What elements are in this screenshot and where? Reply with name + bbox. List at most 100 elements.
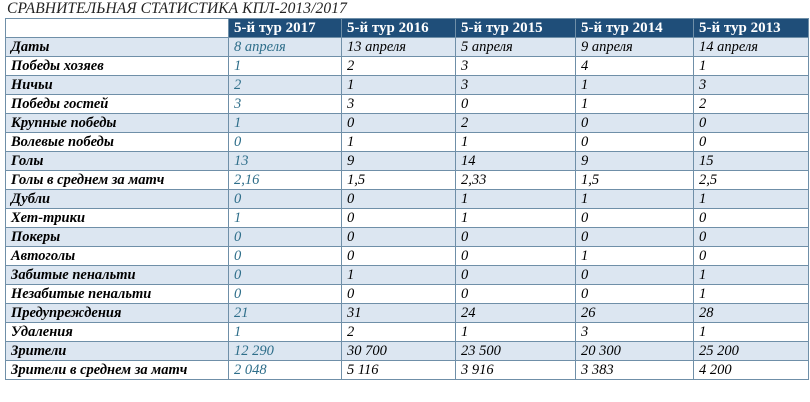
row-label: Даты: [5, 37, 229, 57]
table-cell: 0: [341, 284, 456, 304]
table-cell: 0: [575, 227, 694, 247]
table-cell: 3 383: [575, 360, 694, 380]
table-cell: 3: [455, 56, 576, 76]
table-row: Победы хозяев 1 2 3 4 1: [5, 56, 809, 76]
table-cell: 0: [228, 246, 342, 266]
table-row: Голы 13 9 14 9 15: [5, 151, 809, 171]
table-cell: 0: [341, 208, 456, 228]
table-cell: 31: [341, 303, 456, 323]
table-cell: 1: [341, 265, 456, 285]
table-cell: 1: [455, 322, 576, 342]
table-cell: 1,5: [575, 170, 694, 190]
stats-table: 5-й тур 2017 5-й тур 2016 5-й тур 2015 5…: [5, 18, 809, 380]
table-cell: 0: [341, 113, 456, 133]
row-label: Хет-трики: [5, 208, 229, 228]
table-cell: 12 290: [228, 341, 342, 361]
table-cell: 0: [693, 132, 809, 152]
row-label: Удаления: [5, 322, 229, 342]
table-cell: 9: [341, 151, 456, 171]
table-cell: 5 116: [341, 360, 456, 380]
table-cell: 0: [341, 246, 456, 266]
row-label: Волевые победы: [5, 132, 229, 152]
table-cell: 2: [455, 113, 576, 133]
table-cell: 1: [575, 94, 694, 114]
table-cell: 0: [575, 113, 694, 133]
table-row: Автоголы 0 0 0 1 0: [5, 246, 809, 266]
table-cell: 28: [693, 303, 809, 323]
row-label: Забитые пенальти: [5, 265, 229, 285]
table-cell: 15: [693, 151, 809, 171]
table-cell: 1: [228, 208, 342, 228]
table-cell: 0: [455, 265, 576, 285]
table-cell: 0: [693, 246, 809, 266]
table-cell: 5 апреля: [455, 37, 576, 57]
table-row: Покеры 0 0 0 0 0: [5, 227, 809, 247]
table-cell: 26: [575, 303, 694, 323]
table-cell: 30 700: [341, 341, 456, 361]
table-cell: 0: [228, 227, 342, 247]
row-label: Ничьи: [5, 75, 229, 95]
table-cell: 1: [575, 246, 694, 266]
table-cell: 1: [228, 56, 342, 76]
table-cell: 14 апреля: [693, 37, 809, 57]
table-cell: 1: [455, 132, 576, 152]
table-row: Ничьи 2 1 3 1 3: [5, 75, 809, 95]
table-row: Голы в среднем за матч 2,16 1,5 2,33 1,5 2,5: [5, 170, 809, 190]
table-cell: 1: [693, 56, 809, 76]
table-cell: 0: [575, 132, 694, 152]
table-row: Победы гостей 3 3 0 1 2: [5, 94, 809, 114]
row-label: Зрители: [5, 341, 229, 361]
table-cell: 4: [575, 56, 694, 76]
page-title: СРАВНИТЕЛЬНАЯ СТАТИСТИКА КПЛ-2013/2017: [7, 0, 347, 17]
row-label: Дубли: [5, 189, 229, 209]
column-header: 5-й тур 2015: [455, 18, 576, 38]
table-cell: 2,5: [693, 170, 809, 190]
table-cell: 1: [228, 322, 342, 342]
table-cell: 0: [575, 284, 694, 304]
table-cell: 0: [455, 284, 576, 304]
table-cell: 1: [693, 265, 809, 285]
table-cell: 0: [693, 208, 809, 228]
table-cell: 4 200: [693, 360, 809, 380]
corner-cell: [5, 18, 229, 38]
table-cell: 1: [341, 132, 456, 152]
table-cell: 2,33: [455, 170, 576, 190]
table-cell: 20 300: [575, 341, 694, 361]
table-cell: 0: [693, 227, 809, 247]
table-cell: 9: [575, 151, 694, 171]
row-label: Голы в среднем за матч: [5, 170, 229, 190]
table-cell: 24: [455, 303, 576, 323]
column-header: 5-й тур 2017: [228, 18, 342, 38]
table-cell: 13: [228, 151, 342, 171]
table-cell: 1: [228, 113, 342, 133]
column-header: 5-й тур 2013: [693, 18, 809, 38]
table-cell: 0: [228, 284, 342, 304]
table-cell: 1: [693, 189, 809, 209]
row-label: Незабитые пенальти: [5, 284, 229, 304]
table-cell: 1,5: [341, 170, 456, 190]
table-cell: 9 апреля: [575, 37, 694, 57]
table-row: Волевые победы 0 1 1 0 0: [5, 132, 809, 152]
table-cell: 3: [341, 94, 456, 114]
table-cell: 0: [455, 94, 576, 114]
table-row: Зрители 12 290 30 700 23 500 20 300 25 200: [5, 341, 809, 361]
table-cell: 13 апреля: [341, 37, 456, 57]
table-row: Незабитые пенальти 0 0 0 0 1: [5, 284, 809, 304]
table-row: Хет-трики 1 0 1 0 0: [5, 208, 809, 228]
column-header: 5-й тур 2014: [575, 18, 694, 38]
table-row: Удаления 1 2 1 3 1: [5, 322, 809, 342]
row-label: Крупные победы: [5, 113, 229, 133]
table-cell: 1: [341, 75, 456, 95]
table-cell: 3 916: [455, 360, 576, 380]
table-cell: 0: [341, 189, 456, 209]
table-cell: 23 500: [455, 341, 576, 361]
table-cell: 2: [693, 94, 809, 114]
table-cell: 0: [228, 189, 342, 209]
table-cell: 0: [228, 265, 342, 285]
table-cell: 0: [575, 208, 694, 228]
table-cell: 1: [455, 189, 576, 209]
row-label: Голы: [5, 151, 229, 171]
row-label: Победы хозяев: [5, 56, 229, 76]
table-row: Дубли 0 0 1 1 1: [5, 189, 809, 209]
table-row: Даты 8 апреля 13 апреля 5 апреля 9 апреля 14 …: [5, 37, 809, 57]
